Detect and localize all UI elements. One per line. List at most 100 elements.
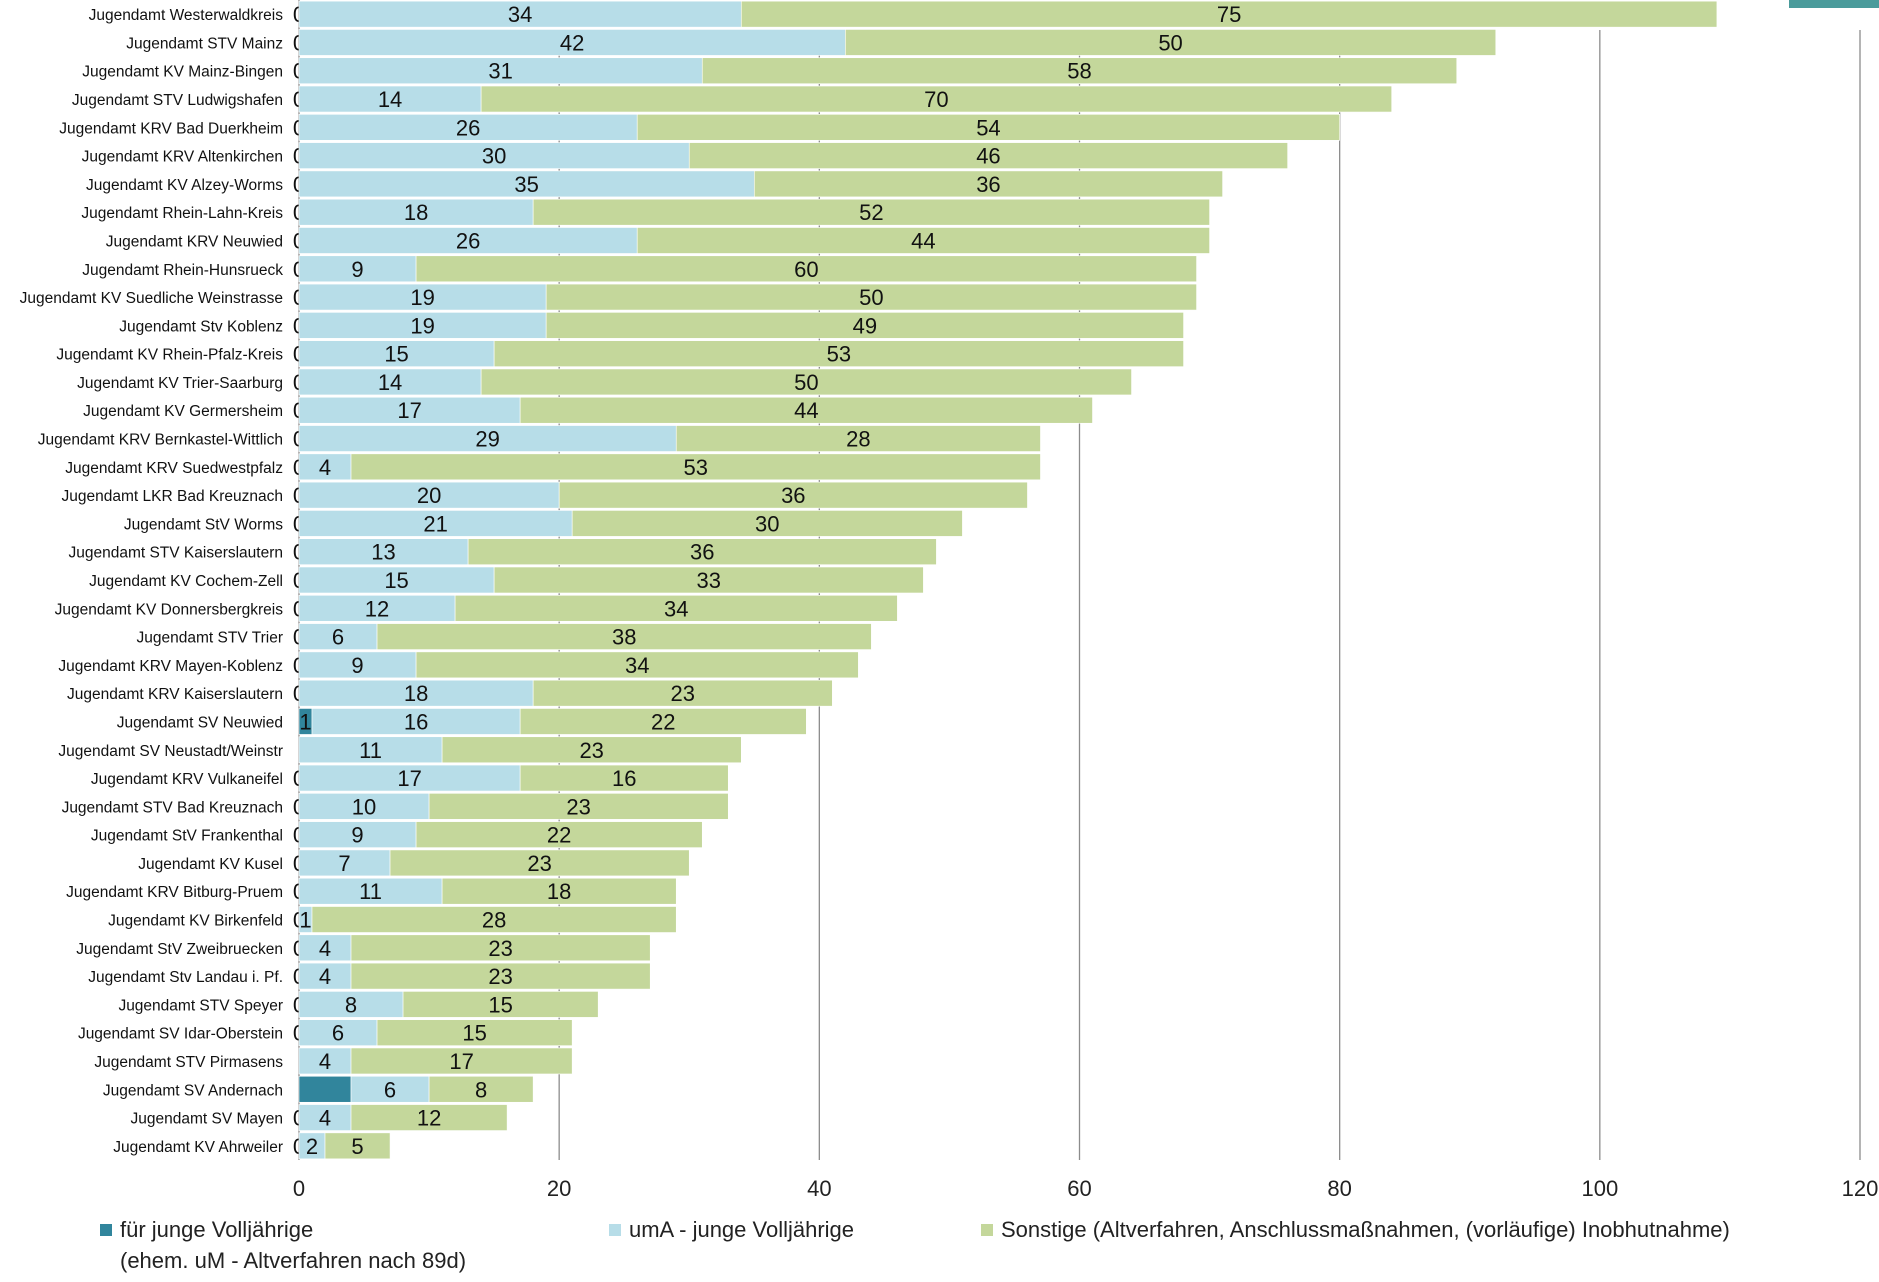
bar-segment [298, 1047, 352, 1075]
data-label: 54 [976, 115, 1000, 140]
bar-segment [675, 425, 1041, 452]
x-tick-label: 0 [293, 1176, 305, 1201]
bar-segment [298, 368, 482, 396]
bar-segment [298, 510, 573, 537]
category-label: Jugendamt STV Mainz [126, 35, 283, 52]
data-label: 38 [612, 625, 636, 650]
bar-segment [298, 85, 482, 113]
category-label: Jugendamt SV Neustadt/Weinstr [58, 743, 283, 760]
data-label: 29 [475, 427, 499, 452]
bar-segment [441, 736, 742, 764]
bar-segment [298, 594, 456, 622]
data-label: 19 [410, 285, 434, 310]
bar-segment [428, 1075, 534, 1103]
bar-segment [298, 821, 417, 848]
bar-segment [558, 481, 1028, 509]
bar-segment [350, 962, 651, 990]
category-label: Jugendamt KRV Bad Duerkheim [59, 120, 283, 137]
data-label: 4 [319, 1049, 331, 1074]
bar-segment [636, 114, 1340, 141]
category-label: Jugendamt SV Andernach [103, 1082, 283, 1099]
data-label: 20 [417, 483, 441, 508]
bar-segment [441, 877, 677, 905]
category-label: Jugendamt KV Cochem-Zell [89, 573, 283, 590]
data-label: 28 [846, 427, 870, 452]
x-tick-label: 100 [1581, 1176, 1618, 1201]
x-tick-label: 20 [547, 1176, 571, 1201]
bar-segment [350, 934, 651, 962]
bar-segment [493, 566, 924, 594]
bar-segment [298, 227, 638, 254]
data-label: 49 [853, 313, 877, 338]
bar-segment [701, 57, 1458, 85]
data-label: 21 [423, 511, 447, 536]
category-label: Jugendamt KV Kusel [138, 856, 283, 873]
data-label: 4 [319, 936, 331, 961]
category-label: Jugendamt KRV Bitburg-Pruem [66, 884, 283, 901]
category-label: Jugendamt STV Trier [137, 630, 283, 647]
category-label: Jugendamt KV Ahrweiler [113, 1139, 283, 1156]
bar-segment [298, 793, 430, 820]
bar-segment [688, 142, 1288, 169]
category-label: Jugendamt KRV Vulkaneifel [91, 771, 283, 788]
bar-segment [415, 651, 859, 679]
data-label: 6 [384, 1077, 396, 1102]
category-label: Jugendamt KV Alzey-Worms [86, 177, 283, 194]
bar-segment [571, 510, 963, 537]
bar-segment [428, 793, 729, 820]
category-label: Jugendamt StV Zweibruecken [76, 941, 283, 958]
data-label: 23 [488, 964, 512, 989]
bar-segment [480, 368, 1132, 396]
data-label: 8 [475, 1077, 487, 1102]
data-label: 17 [449, 1049, 473, 1074]
category-label: Jugendamt KRV Kaiserslautern [67, 686, 283, 703]
category-label: Jugendamt KV Germersheim [83, 403, 283, 420]
x-tick-label: 60 [1067, 1176, 1091, 1201]
bar-segment [298, 198, 534, 226]
bar-segment [740, 0, 1718, 28]
data-label: 34 [508, 2, 532, 27]
data-label: 2 [306, 1134, 318, 1159]
bar-segment [298, 1019, 378, 1046]
bar-segment [298, 340, 495, 367]
data-label: 4 [319, 455, 331, 480]
data-label: 12 [365, 596, 389, 621]
bar-segment [519, 708, 807, 735]
category-label: Jugendamt LKR Bad Kreuznach [62, 488, 283, 505]
bar-segment [298, 934, 352, 962]
legend-swatch [609, 1224, 621, 1236]
data-label: 35 [514, 172, 538, 197]
bar-segment [389, 849, 690, 877]
category-label: Jugendamt KRV Neuwied [106, 233, 283, 250]
data-label: 18 [404, 200, 428, 225]
bar-segment [298, 1104, 352, 1131]
bar-segment [298, 57, 703, 85]
category-label: Jugendamt KV Birkenfeld [108, 913, 283, 930]
data-label: 4 [319, 1106, 331, 1131]
bar-segment [298, 396, 521, 424]
data-label: 15 [488, 992, 512, 1017]
bar-segment [350, 1047, 573, 1075]
bar-segment [402, 991, 599, 1018]
bar-segment [532, 198, 1210, 226]
bar-segment [324, 1132, 391, 1160]
data-label: 23 [671, 681, 695, 706]
bar-segment [298, 481, 560, 509]
category-label: Jugendamt STV Ludwigshafen [72, 92, 283, 109]
data-label: 50 [1158, 30, 1182, 55]
bar-segment [298, 538, 469, 566]
data-label: 52 [859, 200, 883, 225]
category-label: Jugendamt KRV Mayen-Koblenz [58, 658, 283, 675]
bar-segment [545, 283, 1197, 311]
data-label: 6 [332, 625, 344, 650]
data-label: 44 [911, 228, 935, 253]
category-label: Jugendamt STV Kaiserslautern [68, 545, 283, 562]
data-label: 8 [345, 992, 357, 1017]
category-label: Jugendamt KRV Suedwestpfalz [65, 460, 283, 477]
data-label: 75 [1217, 2, 1241, 27]
legend-label: für junge Volljährige [120, 1217, 313, 1242]
category-label: Jugendamt Westerwaldkreis [89, 7, 284, 24]
data-label: 36 [690, 540, 714, 565]
data-label: 9 [351, 257, 363, 282]
category-label: Jugendamt KRV Bernkastel-Wittlich [38, 432, 283, 449]
